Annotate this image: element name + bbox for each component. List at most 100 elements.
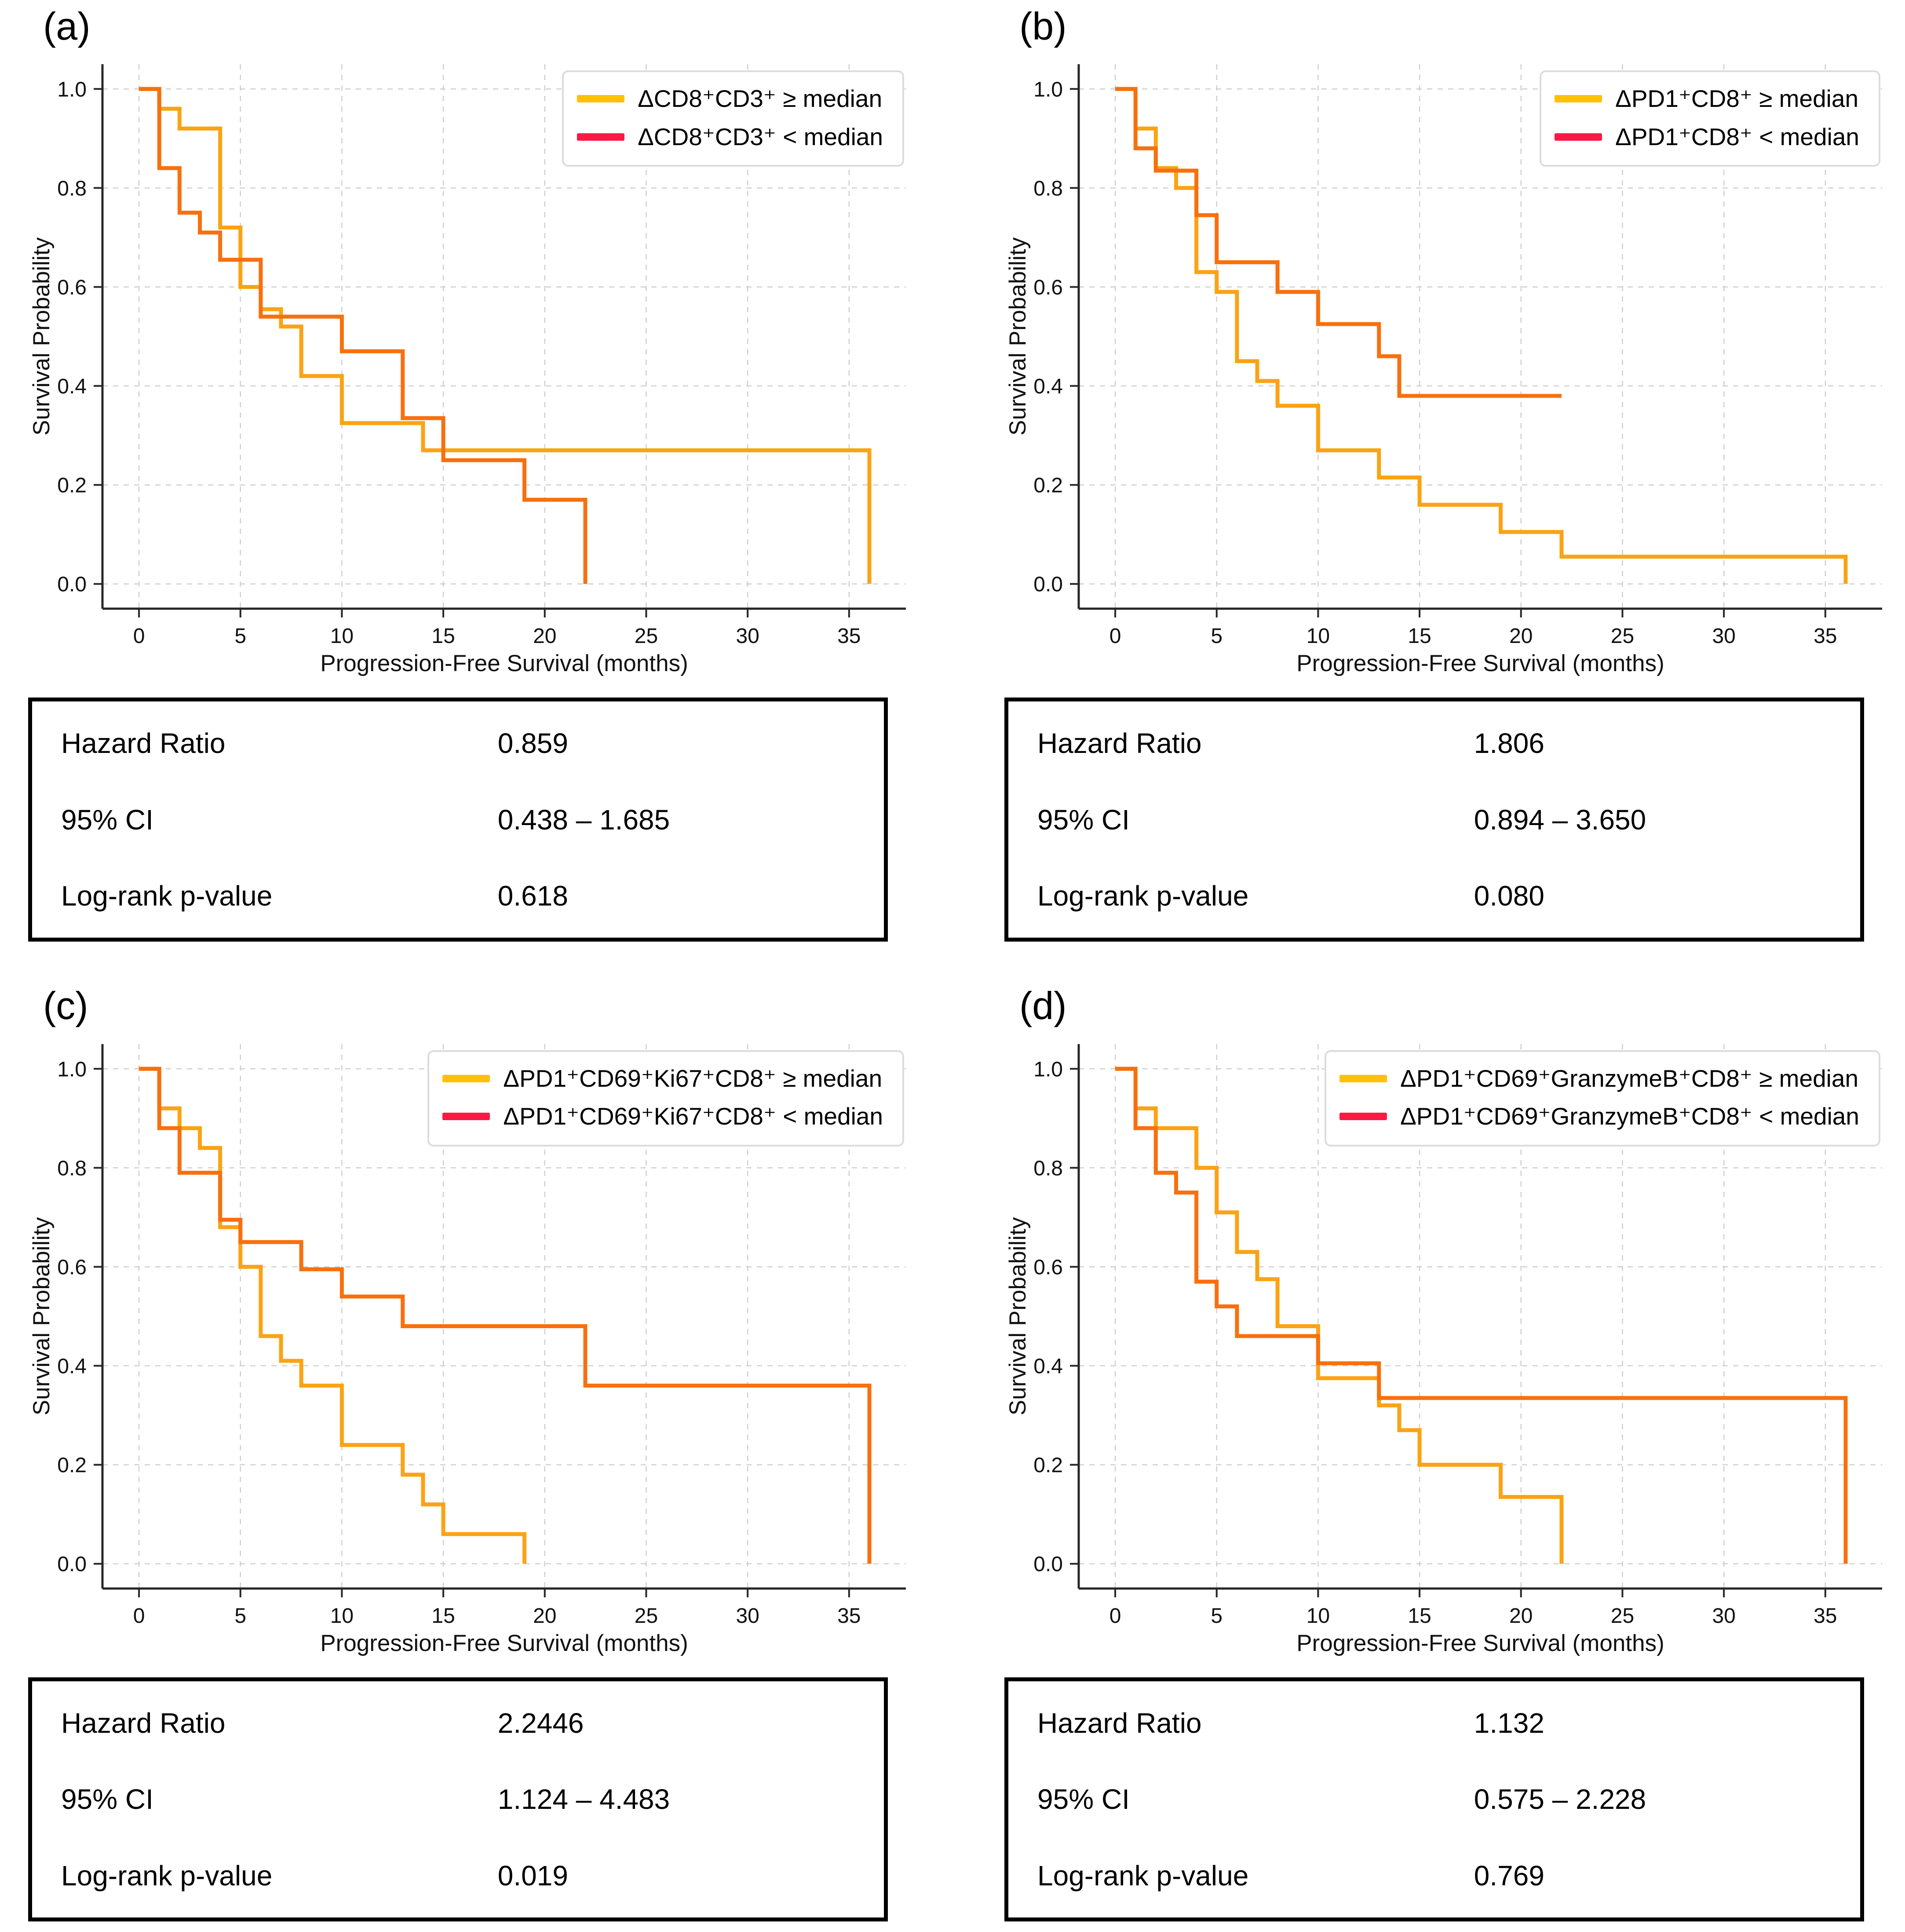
x-tick-label: 35: [837, 625, 861, 648]
km-curve-low: [139, 87, 588, 584]
x-tick-label: 15: [1408, 625, 1431, 648]
stats-row-hazard-ratio: Hazard Ratio 1.806: [1037, 727, 1831, 760]
stats-value: 0.769: [1474, 1859, 1544, 1892]
x-tick-label: 30: [1712, 625, 1735, 648]
y-tick-label: 0.0: [1033, 573, 1063, 596]
legend-swatch-high-icon: [577, 95, 625, 103]
stats-label: 95% CI: [61, 1783, 153, 1815]
legend-label-low: ΔPD1⁺CD69⁺GranzymeB⁺CD8⁺ < median: [1400, 1103, 1859, 1130]
legend-label-high: ΔPD1⁺CD69⁺GranzymeB⁺CD8⁺ ≥ median: [1400, 1064, 1859, 1092]
x-tick-label: 5: [234, 1604, 246, 1628]
legend-item-high: ΔPD1⁺CD8⁺ ≥ median: [1555, 85, 1859, 112]
legend-label-low: ΔCD8⁺CD3⁺ < median: [638, 123, 883, 150]
x-tick-label: 35: [1814, 1604, 1837, 1628]
y-tick-label: 0.6: [57, 276, 87, 299]
x-tick-label: 15: [431, 625, 455, 648]
panel-a: (a) 0 5 10 15 20 25 30 35 0.0 0.2 0.4 0.6 0.8 1.0 Prog…: [26, 6, 923, 942]
legend-a: ΔCD8⁺CD3⁺ ≥ median ΔCD8⁺CD3⁺ < median: [562, 70, 904, 167]
legend-swatch-high-icon: [1339, 1074, 1387, 1082]
x-tick-label: 5: [234, 625, 246, 648]
y-tick-label: 0.0: [57, 1553, 87, 1576]
x-tick-label: 35: [1814, 625, 1837, 648]
x-axis-label: Progression-Free Survival (months): [320, 650, 688, 676]
legend-item-low: ΔPD1⁺CD69⁺GranzymeB⁺CD8⁺ < median: [1339, 1103, 1859, 1130]
x-tick-label: 0: [133, 625, 145, 648]
stats-row-ci: 95% CI 0.894 – 3.650: [1037, 803, 1831, 836]
legend-item-high: ΔPD1⁺CD69⁺GranzymeB⁺CD8⁺ ≥ median: [1339, 1065, 1859, 1092]
x-tick-label: 20: [533, 625, 556, 648]
legend-b: ΔPD1⁺CD8⁺ ≥ median ΔPD1⁺CD8⁺ < median: [1540, 70, 1880, 167]
stats-value: 0.575 – 2.228: [1474, 1783, 1646, 1815]
stats-label: Log-rank p-value: [61, 1859, 273, 1892]
km-curve-high: [1115, 1066, 1564, 1564]
y-tick-label: 0.6: [1033, 1256, 1063, 1279]
legend-swatch-high-icon: [1555, 95, 1602, 103]
y-tick-label: 1.0: [57, 1058, 87, 1081]
y-tick-label: 1.0: [1033, 1058, 1063, 1081]
legend-label-low: ΔPD1⁺CD69⁺Ki67⁺CD8⁺ < median: [503, 1103, 883, 1130]
x-tick-label: 5: [1211, 625, 1223, 648]
legend-label-high: ΔPD1⁺CD8⁺ ≥ median: [1615, 85, 1859, 113]
y-tick-label: 0.8: [1033, 177, 1063, 201]
x-tick-label: 20: [533, 1604, 556, 1628]
x-tick-label: 35: [837, 1604, 861, 1628]
stats-table-c: Hazard Ratio 2.2446 95% CI 1.124 – 4.483…: [28, 1677, 888, 1921]
stats-label: Hazard Ratio: [1037, 727, 1202, 760]
x-tick-label: 25: [1611, 625, 1634, 648]
km-chart-wrap-d: 0 5 10 15 20 25 30 35 0.0 0.2 0.4 0.6 0.8 1.0 Progress…: [1002, 1030, 1899, 1659]
panel-label-c: (c): [43, 984, 88, 1028]
km-curve-high: [1115, 87, 1848, 584]
legend-swatch-low-icon: [577, 133, 625, 141]
stats-row-ci: 95% CI 0.438 – 1.685: [61, 803, 855, 836]
stats-row-ci: 95% CI 0.575 – 2.228: [1037, 1783, 1831, 1815]
y-axis-label: Survival Probability: [29, 1217, 55, 1415]
km-survival-chart-b: 0 5 10 15 20 25 30 35 0.0 0.2 0.4 0.6 0.8 1.0 Progress…: [1005, 64, 1882, 676]
y-tick-label: 0.8: [57, 177, 87, 201]
stats-table-a: Hazard Ratio 0.859 95% CI 0.438 – 1.685 …: [28, 698, 888, 942]
stats-row-pvalue: Log-rank p-value 0.080: [1037, 880, 1831, 912]
y-tick-label: 0.8: [57, 1157, 87, 1180]
y-axis-label: Survival Probability: [1005, 237, 1031, 436]
legend-c: ΔPD1⁺CD69⁺Ki67⁺CD8⁺ ≥ median ΔPD1⁺CD69⁺K…: [427, 1050, 904, 1147]
stats-value: 2.2446: [497, 1707, 584, 1739]
stats-row-hazard-ratio: Hazard Ratio 0.859: [61, 727, 855, 760]
y-tick-label: 0.8: [1033, 1157, 1063, 1180]
legend-item-low: ΔPD1⁺CD69⁺Ki67⁺CD8⁺ < median: [442, 1103, 883, 1130]
legend-d: ΔPD1⁺CD69⁺GranzymeB⁺CD8⁺ ≥ median ΔPD1⁺C…: [1325, 1050, 1880, 1147]
x-tick-label: 0: [1109, 625, 1121, 648]
stats-row-pvalue: Log-rank p-value 0.618: [61, 880, 855, 912]
stats-row-ci: 95% CI 1.124 – 4.483: [61, 1783, 855, 1815]
y-tick-label: 1.0: [1033, 78, 1063, 102]
stats-value: 0.618: [497, 880, 568, 912]
x-axis-label: Progression-Free Survival (months): [320, 1630, 688, 1656]
y-tick-label: 0.4: [1033, 375, 1063, 398]
stats-row-pvalue: Log-rank p-value 0.019: [61, 1859, 855, 1892]
panel-c: (c) 0 5 10 15 20 25 30 35 0.0 0.2 0.4 0.6 0.8 1.0 Prog…: [26, 984, 923, 1921]
y-tick-label: 1.0: [57, 78, 87, 102]
stats-label: Hazard Ratio: [61, 727, 226, 760]
stats-row-hazard-ratio: Hazard Ratio 2.2446: [61, 1707, 855, 1739]
legend-item-low: ΔCD8⁺CD3⁺ < median: [577, 124, 883, 150]
legend-label-high: ΔCD8⁺CD3⁺ ≥ median: [638, 85, 883, 113]
legend-swatch-low-icon: [1339, 1113, 1387, 1121]
y-axis-label: Survival Probability: [29, 237, 55, 436]
x-tick-label: 20: [1509, 1604, 1533, 1628]
panel-label-b: (b): [1019, 4, 1067, 48]
stats-table-b: Hazard Ratio 1.806 95% CI 0.894 – 3.650 …: [1004, 698, 1864, 942]
stats-label: Log-rank p-value: [61, 880, 273, 912]
x-tick-label: 10: [330, 625, 354, 648]
legend-label-low: ΔPD1⁺CD8⁺ < median: [1615, 123, 1859, 150]
stats-label: Log-rank p-value: [1037, 880, 1249, 912]
km-curve-low: [1115, 1066, 1848, 1564]
legend-swatch-low-icon: [442, 1113, 490, 1121]
y-tick-label: 0.4: [1033, 1355, 1063, 1378]
x-tick-label: 25: [635, 1604, 658, 1628]
x-axis-label: Progression-Free Survival (months): [1296, 1630, 1664, 1656]
stats-value: 0.859: [497, 727, 568, 760]
stats-value: 1.124 – 4.483: [497, 1783, 670, 1815]
y-tick-label: 0.4: [57, 375, 87, 398]
x-tick-label: 10: [1306, 1604, 1330, 1628]
legend-label-high: ΔPD1⁺CD69⁺Ki67⁺CD8⁺ ≥ median: [503, 1064, 883, 1092]
legend-item-high: ΔCD8⁺CD3⁺ ≥ median: [577, 85, 883, 112]
stats-row-hazard-ratio: Hazard Ratio 1.132: [1037, 1707, 1831, 1739]
